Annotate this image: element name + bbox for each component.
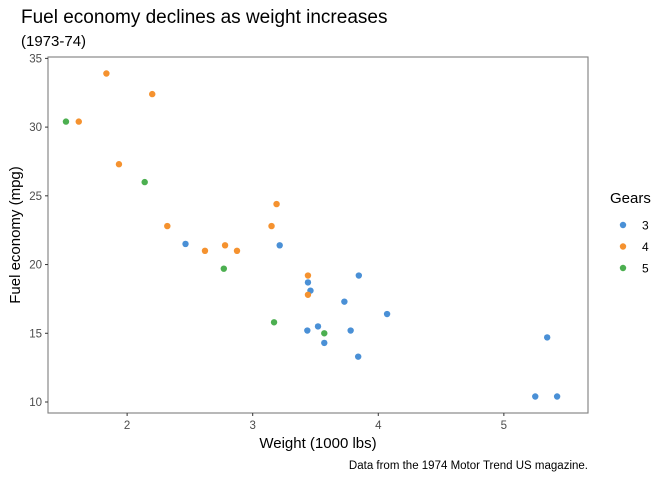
data-point-gear-5 [321,330,328,337]
data-point-gear-3 [182,240,189,248]
data-point-gear-5 [220,265,228,272]
legend-label: 5 [642,262,649,276]
legend-key-gear-3 [619,221,627,229]
legend-key-gear-5 [619,264,627,272]
x-tick-label: 3 [249,420,255,432]
plot-panel [47,56,589,414]
data-point-gear-4 [304,291,312,298]
data-point-gear-3 [304,279,312,286]
data-point-gear-4 [115,161,123,168]
data-point-gear-5 [270,319,278,326]
legend-label: 3 [642,219,649,233]
y-tick-label: 35 [29,53,42,65]
data-point-gear-3 [304,327,311,334]
data-point-gear-3 [321,339,328,347]
y-axis-title: Fuel economy (mpg) [7,166,24,304]
data-point-gear-5 [62,118,70,125]
data-point-gear-3 [341,298,348,305]
data-point-gear-3 [354,353,362,360]
y-tick-label: 10 [29,397,42,409]
data-point-gear-5 [141,178,148,186]
chart-caption: Data from the 1974 Motor Trend US magazi… [349,460,588,472]
data-point-gear-3 [543,334,551,341]
data-point-gear-3 [532,393,539,400]
data-point-gear-4 [221,242,229,249]
y-axis: 10 15 20 25 30 35 [29,53,48,409]
data-points [62,70,561,400]
chart-title: Fuel economy declines as weight increase… [21,7,387,28]
x-tick-label: 2 [124,420,130,432]
x-tick-label: 5 [501,420,507,432]
data-point-gear-4 [233,247,241,255]
data-point-gear-4 [164,222,171,230]
chart-subtitle: (1973-74) [21,33,86,50]
legend-title: Gears [610,190,651,207]
legend-label: 4 [642,240,649,254]
data-point-gear-3 [383,310,391,318]
data-point-gear-3 [347,327,354,334]
data-point-gear-3 [276,242,283,249]
data-point-gear-4 [149,90,156,98]
data-point-gear-3 [553,393,561,400]
data-point-gear-3 [314,323,322,330]
data-point-gear-4 [75,118,82,125]
data-point-gear-4 [201,247,209,255]
x-tick-label: 4 [375,420,382,432]
y-tick-label: 30 [29,122,42,134]
data-point-gear-4 [103,70,110,77]
y-tick-label: 15 [29,328,42,340]
x-axis-title: Weight (1000 lbs) [259,435,376,452]
y-tick-label: 25 [29,191,42,203]
data-point-gear-3 [355,272,363,279]
data-point-gear-4 [268,222,275,230]
y-tick-label: 20 [29,260,42,272]
x-axis: 2 3 4 5 [124,413,507,432]
data-point-gear-4 [304,272,312,279]
data-point-gear-4 [273,200,280,208]
legend-key-gear-4 [619,243,627,250]
legend: Gears 3 4 5 [610,190,651,276]
